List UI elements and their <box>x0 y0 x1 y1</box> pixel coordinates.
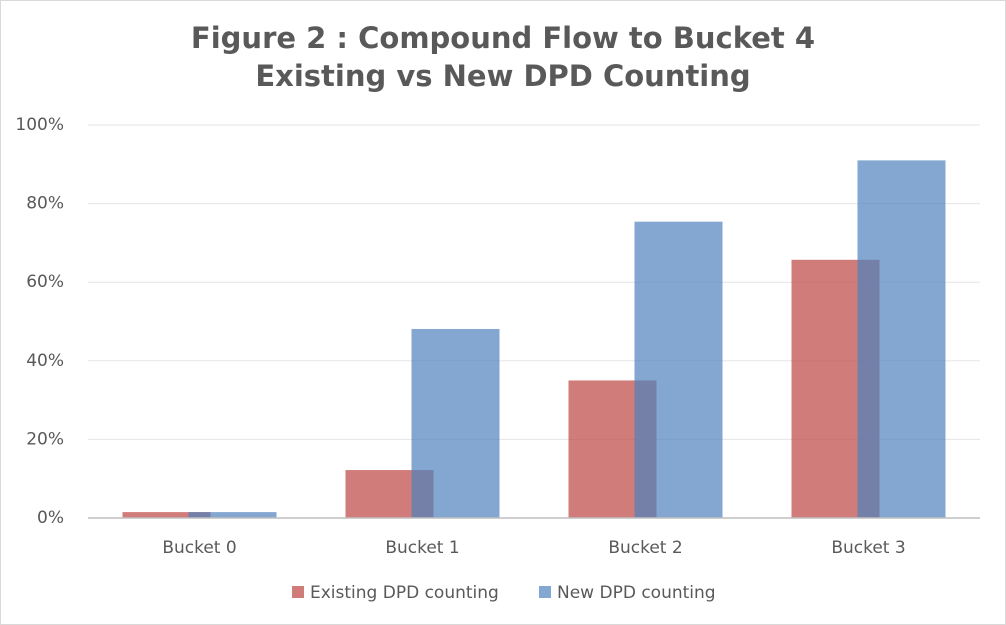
y-tick-label: 60% <box>26 272 64 292</box>
chart-subtitle: Existing vs New DPD Counting <box>255 59 750 93</box>
chart-title: Figure 2 : Compound Flow to Bucket 4 <box>191 21 815 55</box>
legend-swatch <box>539 586 551 598</box>
bar <box>857 160 946 518</box>
bar <box>634 221 723 519</box>
x-tick-label: Bucket 0 <box>162 538 236 558</box>
y-tick-label: 0% <box>37 508 64 528</box>
legend-swatch <box>292 586 304 598</box>
y-tick-label: 40% <box>26 351 64 371</box>
bar <box>411 328 500 518</box>
x-tick-label: Bucket 2 <box>608 538 682 558</box>
y-tick-label: 80% <box>26 194 64 214</box>
y-tick-label: 20% <box>26 429 64 449</box>
bar <box>188 512 277 518</box>
legend-label: New DPD counting <box>557 583 716 603</box>
y-tick-label: 100% <box>15 115 64 135</box>
x-tick-label: Bucket 3 <box>831 538 905 558</box>
legend-label: Existing DPD counting <box>310 583 499 603</box>
bar <box>122 512 211 518</box>
x-tick-label: Bucket 1 <box>385 538 459 558</box>
